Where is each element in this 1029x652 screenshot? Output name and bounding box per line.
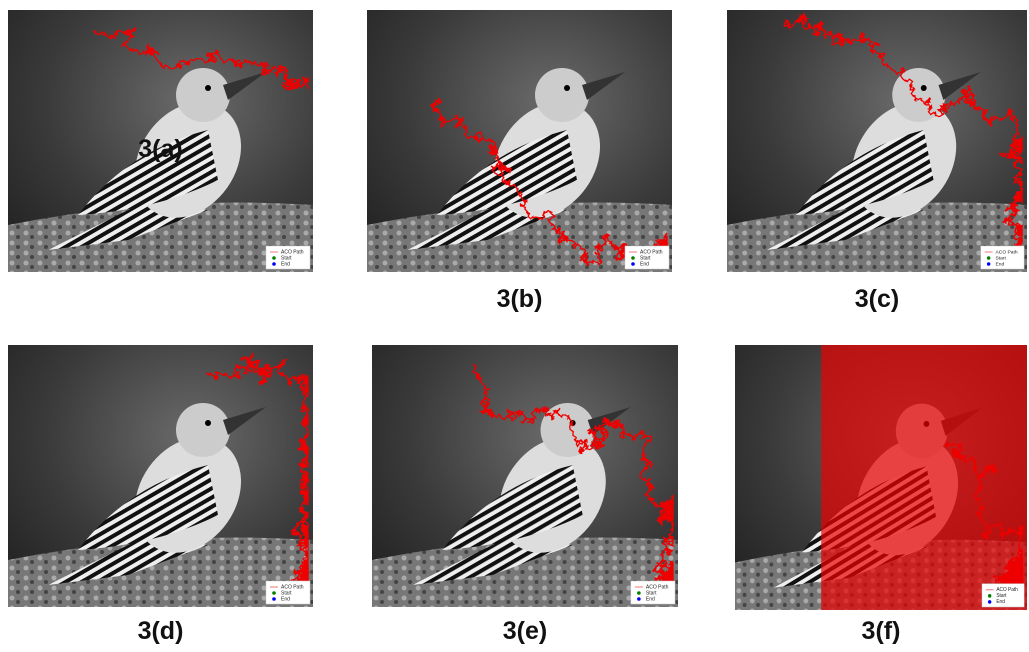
legend-marker <box>637 591 641 595</box>
legend-marker <box>987 262 991 266</box>
legend-marker <box>988 600 991 604</box>
caption: 3(b) <box>460 285 580 314</box>
caption: 3(f) <box>821 617 941 646</box>
legend-marker <box>631 256 635 260</box>
legend-marker <box>987 256 991 260</box>
legend-marker <box>272 597 276 601</box>
caption: 3(a) <box>101 135 221 164</box>
path-coverage <box>821 345 1027 610</box>
caption: 3(d) <box>101 617 221 646</box>
legend-label: End <box>996 261 1005 267</box>
legend-label: End <box>646 596 655 602</box>
legend-marker <box>637 597 641 601</box>
legend-label: End <box>281 261 290 267</box>
bird-photo <box>8 345 313 607</box>
legend-label: ACO Path <box>996 249 1018 255</box>
legend-label: End <box>281 596 290 602</box>
legend-marker <box>272 256 276 260</box>
legend-label: ACO Path <box>996 587 1018 593</box>
bird-photo <box>372 345 678 607</box>
bird-photo <box>367 10 672 272</box>
legend-marker <box>988 594 991 598</box>
legend-marker <box>272 591 276 595</box>
legend-label: End <box>996 599 1005 605</box>
figure: (() => { const data = JSON.parse(documen… <box>0 0 1029 652</box>
caption: 3(e) <box>465 617 585 646</box>
legend-label: Start <box>996 255 1007 261</box>
legend-label: Start <box>996 593 1007 599</box>
legend-label: End <box>640 261 649 267</box>
bird-photo <box>727 10 1027 272</box>
legend-marker <box>631 262 635 266</box>
caption: 3(c) <box>817 285 937 314</box>
legend-marker <box>272 262 276 266</box>
